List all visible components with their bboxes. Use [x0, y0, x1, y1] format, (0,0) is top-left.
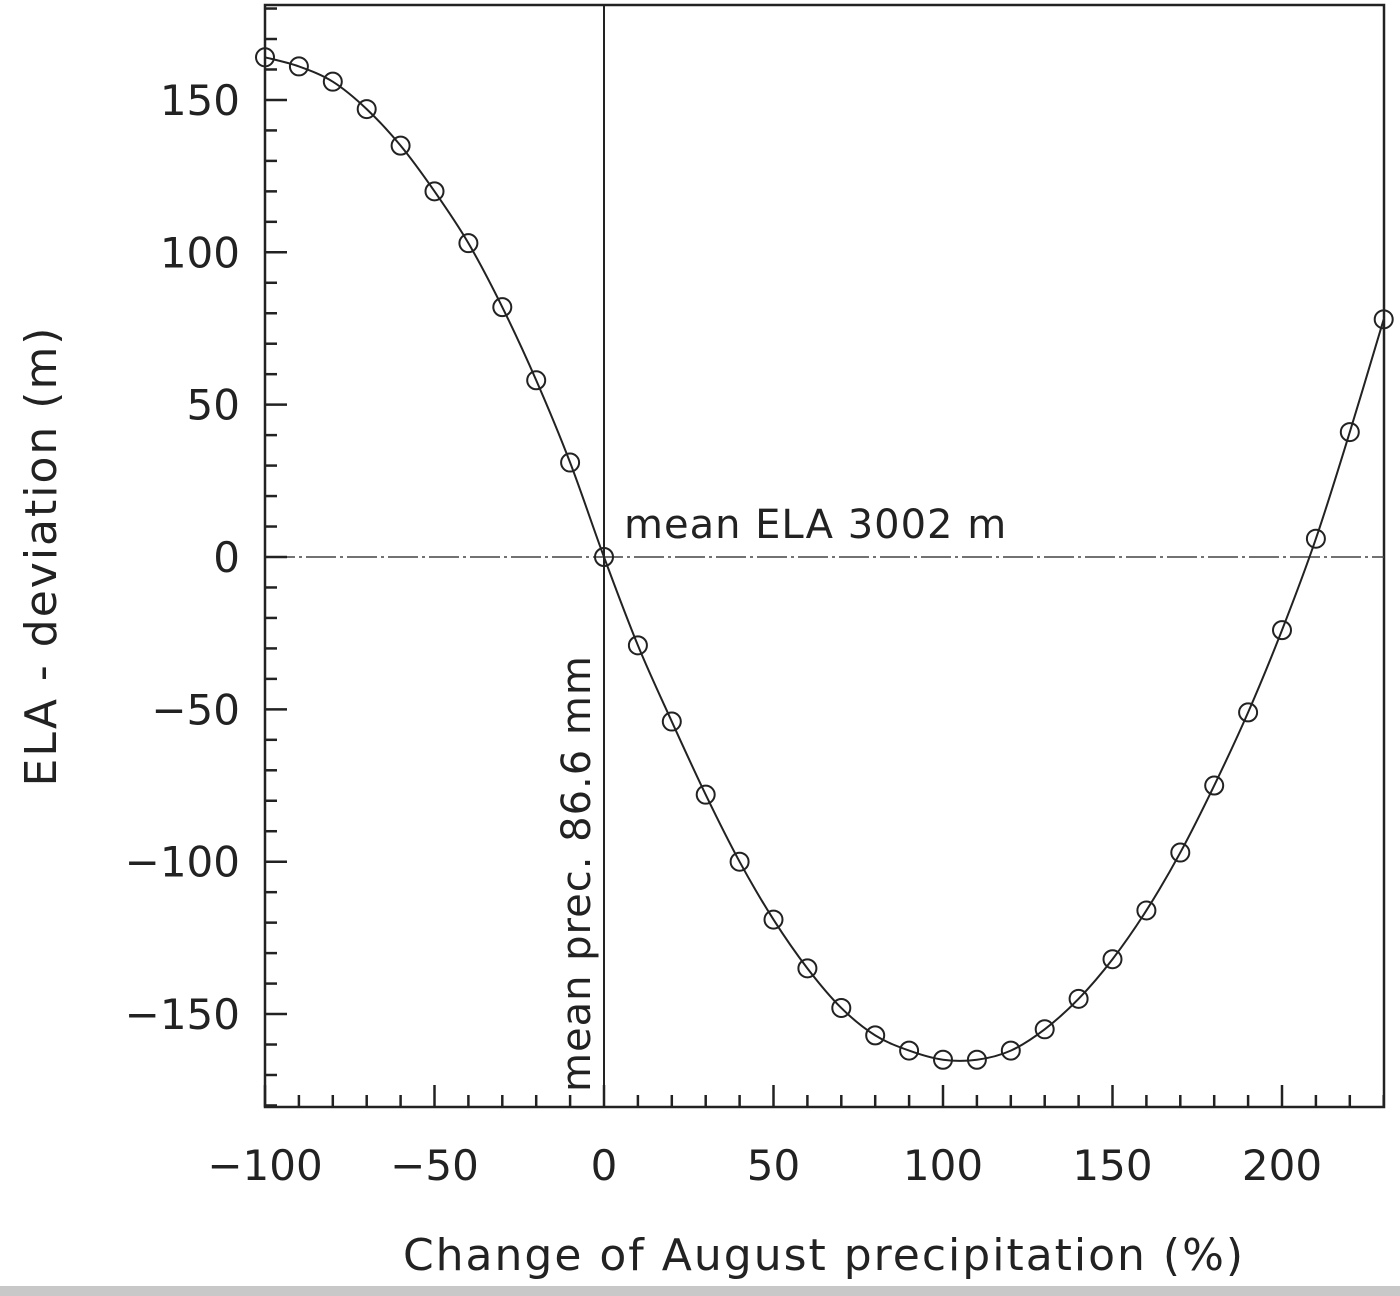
data-point	[763, 909, 784, 930]
y-tick-label: −50	[151, 685, 240, 734]
y-tick-label: 50	[187, 381, 240, 430]
data-point	[255, 47, 275, 68]
data-point	[1373, 309, 1394, 330]
y-tick-label: 100	[160, 228, 240, 277]
y-tick-label: −150	[125, 990, 240, 1039]
mean-prec-annotation: mean prec. 86.6 mm	[554, 655, 600, 1092]
data-point	[1034, 1019, 1055, 1040]
data-point	[1339, 422, 1360, 443]
data-point	[356, 99, 377, 120]
x-tick-label: 50	[747, 1141, 800, 1190]
y-tick-label: 150	[160, 76, 240, 125]
data-point	[627, 635, 648, 656]
data-point	[288, 56, 309, 77]
data-point	[661, 711, 682, 732]
data-point	[1272, 620, 1292, 641]
data-point	[1238, 702, 1259, 723]
data-point	[1204, 775, 1225, 796]
x-tick-label: 100	[903, 1141, 983, 1190]
data-point	[1102, 949, 1123, 970]
axes	[263, 3, 1386, 1109]
plot-frame	[263, 3, 1386, 1109]
data-point	[729, 851, 750, 872]
data-point	[594, 547, 614, 567]
x-axis-label: Change of August precipitation (%)	[403, 1230, 1245, 1281]
data-point	[424, 181, 445, 202]
y-axis-label: ELA - deviation (m)	[16, 326, 67, 787]
data-point	[492, 297, 513, 318]
data-point	[933, 1049, 953, 1070]
series-line	[264, 56, 1385, 1062]
data-point	[390, 135, 411, 156]
data-point	[1136, 900, 1157, 921]
bottom-edge	[0, 1286, 1400, 1296]
y-tick-label: −100	[125, 838, 240, 887]
data-point	[1170, 842, 1191, 863]
mean-ela-annotation: mean ELA 3002 m	[624, 502, 1007, 548]
series	[255, 47, 1394, 1070]
data-point	[695, 784, 716, 805]
data-point	[831, 997, 852, 1018]
x-tick-label: 200	[1242, 1141, 1322, 1190]
data-point	[865, 1025, 886, 1046]
data-point	[1068, 988, 1089, 1009]
data-point	[797, 958, 818, 979]
x-tick-label: 150	[1072, 1141, 1152, 1190]
data-point	[458, 233, 479, 254]
data-point	[526, 370, 547, 391]
data-point	[966, 1049, 987, 1070]
ticks: −100 −50 0 50 100 150 200 150 100 50 0 −50 −100 −150	[125, 7, 1385, 1190]
x-tick-label: 0	[591, 1141, 618, 1190]
data-point	[560, 452, 581, 473]
y-tick-label: 0	[213, 533, 240, 582]
x-tick-label: −100	[207, 1141, 322, 1190]
data-point	[322, 71, 343, 92]
data-point	[1305, 528, 1326, 549]
data-point	[1000, 1040, 1021, 1061]
data-point	[899, 1040, 920, 1061]
x-tick-label: −50	[390, 1141, 479, 1190]
